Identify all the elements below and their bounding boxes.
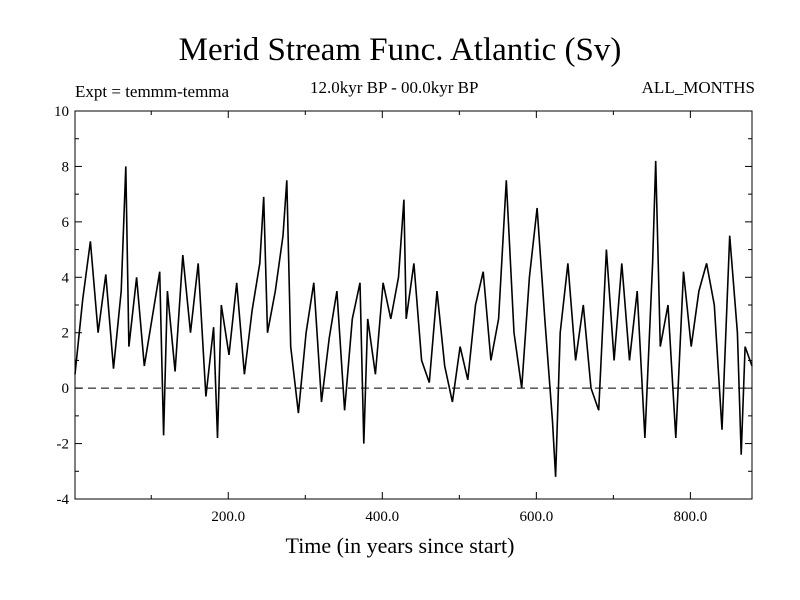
series-line <box>74 160 753 477</box>
y-tick-label: 10 <box>54 104 69 120</box>
x-tick-label: 400.0 <box>365 509 399 525</box>
y-tick-label: 6 <box>62 215 70 231</box>
plot-frame <box>74 110 753 500</box>
y-tick-label: -2 <box>57 437 70 453</box>
y-tick-label: 0 <box>62 381 70 397</box>
months-label: ALL_MONTHS <box>641 78 755 97</box>
y-tick-label: 4 <box>62 270 70 286</box>
x-tick-label: 200.0 <box>211 509 245 525</box>
chart-title: Merid Stream Func. Atlantic (Sv) <box>178 32 622 68</box>
x-axis-label: Time (in years since start) <box>285 533 515 558</box>
experiment-label: Expt = temmm-temma <box>75 82 230 101</box>
period-label: 12.0kyr BP - 00.0kyr BP <box>310 78 479 97</box>
y-tick-label: 8 <box>62 159 70 175</box>
x-tick-label: 600.0 <box>519 509 553 525</box>
y-tick-label: -4 <box>57 492 70 508</box>
x-tick-label: 800.0 <box>674 509 708 525</box>
y-tick-label: 2 <box>62 326 70 342</box>
